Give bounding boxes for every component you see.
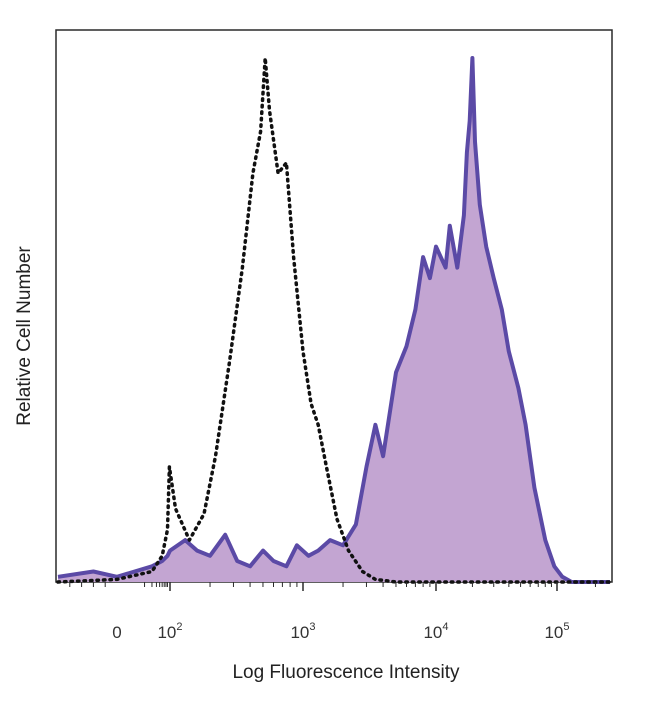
stained-histogram-fill (58, 58, 610, 582)
y-axis-title: Relative Cell Number (14, 246, 35, 426)
x-tick-base: 10 (544, 623, 563, 642)
control-histogram-line (56, 56, 612, 584)
x-tick-label: 0 (112, 623, 121, 642)
x-tick-exponent: 5 (563, 621, 569, 633)
x-tick-label: 103 (290, 621, 315, 642)
plot-content (56, 56, 612, 584)
x-tick-exponent: 2 (176, 621, 182, 633)
x-axis-title: Log Fluorescence Intensity (232, 662, 460, 683)
x-axis: 0 102 103 104 105 (69, 582, 596, 642)
x-tick-exponent: 4 (442, 621, 448, 633)
x-tick-label: 102 (157, 621, 182, 642)
x-tick-label: 104 (423, 621, 448, 642)
x-tick-label: 105 (544, 621, 569, 642)
x-tick-exponent: 3 (309, 621, 315, 633)
x-tick-base: 10 (290, 623, 309, 642)
stained-histogram-line (57, 56, 610, 584)
x-tick-base: 0 (112, 623, 121, 642)
x-tick-base: 10 (157, 623, 176, 642)
x-tick-base: 10 (423, 623, 442, 642)
